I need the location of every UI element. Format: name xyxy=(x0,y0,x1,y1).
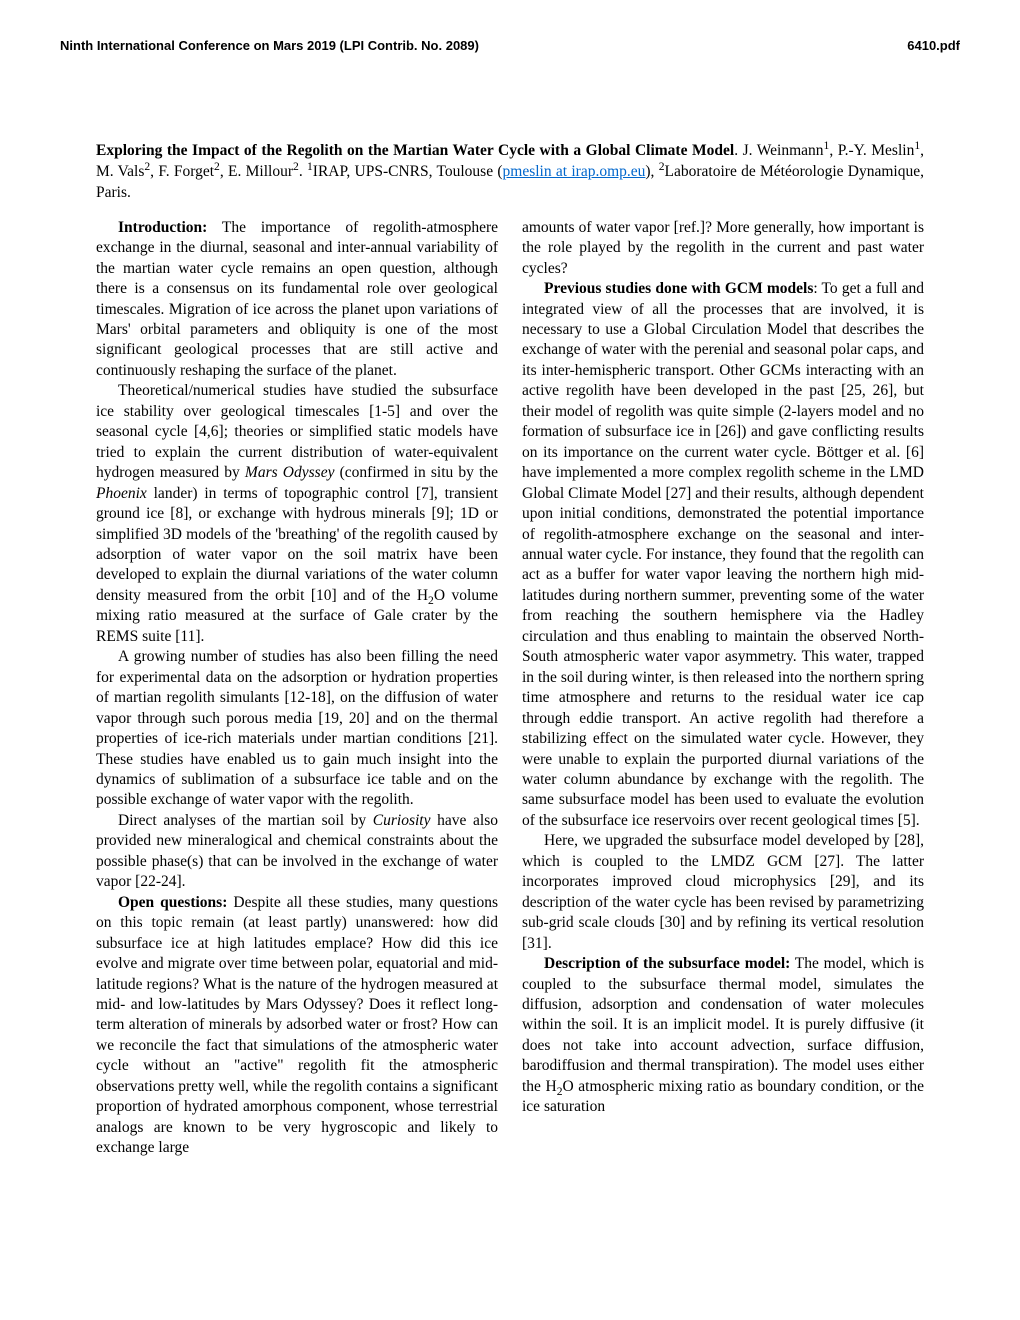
header-right: 6410.pdf xyxy=(907,38,960,53)
paragraph: Description of the subsurface model: The… xyxy=(522,954,924,1118)
section-heading: Open questions: xyxy=(118,894,227,911)
right-column: amounts of water vapor [ref.]? More gene… xyxy=(522,218,924,1159)
paper-title: Exploring the Impact of the Regolith on … xyxy=(96,142,734,159)
header-left: Ninth International Conference on Mars 2… xyxy=(60,38,479,53)
paragraph: amounts of water vapor [ref.]? More gene… xyxy=(522,218,924,279)
paragraph: Direct analyses of the martian soil by C… xyxy=(96,811,498,893)
two-column-body: Introduction: The importance of regolith… xyxy=(60,218,960,1159)
section-heading: Description of the subsurface model: xyxy=(544,955,790,972)
paragraph: Open questions: Despite all these studie… xyxy=(96,893,498,1159)
paragraph: A growing number of studies has also bee… xyxy=(96,647,498,811)
paragraph: Previous studies done with GCM models: T… xyxy=(522,279,924,831)
paragraph: Theoretical/numerical studies have studi… xyxy=(96,381,498,647)
paragraph: Here, we upgraded the subsurface model d… xyxy=(522,831,924,954)
section-heading: Introduction: xyxy=(118,219,207,236)
section-heading: Previous studies done with GCM models xyxy=(544,280,813,297)
left-column: Introduction: The importance of regolith… xyxy=(96,218,498,1159)
page-header: Ninth International Conference on Mars 2… xyxy=(60,38,960,53)
title-block: Exploring the Impact of the Regolith on … xyxy=(60,141,960,204)
paragraph: Introduction: The importance of regolith… xyxy=(96,218,498,382)
